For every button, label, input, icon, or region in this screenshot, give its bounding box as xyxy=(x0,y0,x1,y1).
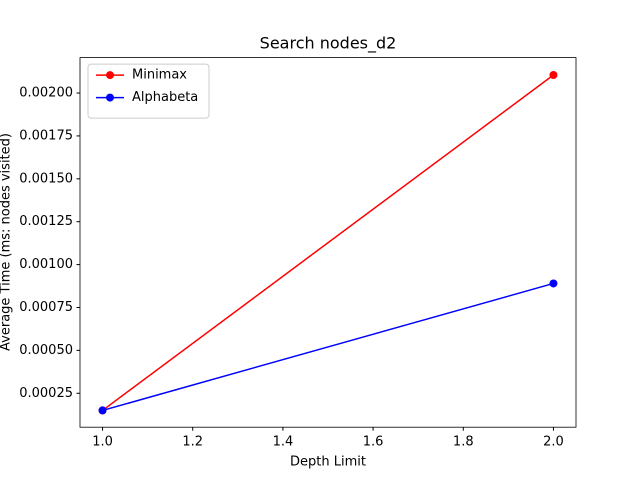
legend-box xyxy=(87,63,210,119)
x-axis-label: Depth Limit xyxy=(290,455,366,470)
chart-title: Search nodes_d2 xyxy=(260,34,397,54)
point xyxy=(98,406,107,415)
y-tick-label: 0.00075 xyxy=(19,300,73,315)
y-tick-label: 0.00100 xyxy=(19,257,73,272)
series-line xyxy=(102,282,554,412)
y-tick-label: 0.00200 xyxy=(19,86,73,101)
x-tick-label: 1.4 xyxy=(273,435,294,450)
x-tick-label: 1.6 xyxy=(363,435,384,450)
legend-label: Alphabeta xyxy=(132,90,198,105)
point xyxy=(549,71,558,80)
y-tick-label: 0.00025 xyxy=(19,386,73,401)
y-tick-label: 0.00050 xyxy=(19,343,73,358)
x-tick-label: 1.2 xyxy=(182,435,203,450)
y-tick-label: 0.00175 xyxy=(19,128,73,143)
series-line xyxy=(102,74,554,412)
point xyxy=(549,279,558,288)
x-tick-label: 1.8 xyxy=(453,435,474,450)
x-tick-label: 1.0 xyxy=(92,435,113,450)
plot-frame xyxy=(79,57,577,428)
y-axis-label: Average Time (ms: nodes visited) xyxy=(0,133,14,351)
legend-label: Minimax xyxy=(132,68,187,83)
legend-marker xyxy=(106,71,114,80)
x-tick-label: 2.0 xyxy=(543,435,564,450)
y-tick-label: 0.00125 xyxy=(19,214,73,229)
legend-marker xyxy=(106,93,114,102)
y-tick-label: 0.00150 xyxy=(19,171,73,186)
